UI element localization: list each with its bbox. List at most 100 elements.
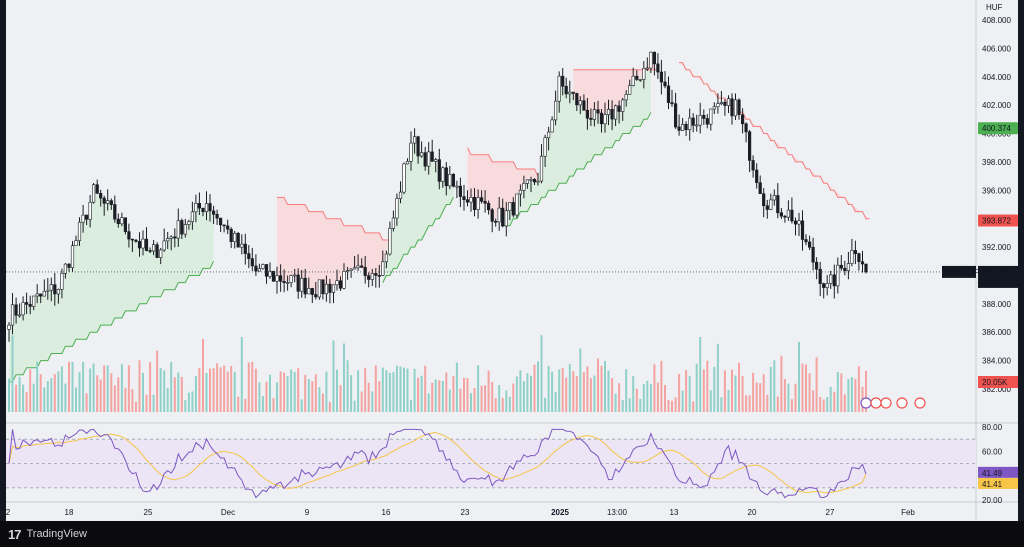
candle-body [585,109,589,119]
candle-body [381,261,385,276]
candle-body [846,263,850,271]
volume-bar [43,387,46,412]
volume-bar [618,383,621,412]
volume-bar [544,397,547,412]
candle-body [113,204,117,220]
candle-body [476,197,480,210]
volume-bar [459,388,462,412]
candle-body [74,240,78,247]
candle-body [345,270,350,273]
volume-bar [374,365,377,412]
volume-bar [226,371,229,412]
candle-body [462,196,466,201]
candle-body [159,249,163,258]
candle-body [398,191,403,199]
volume-bar [328,401,331,412]
volume-bar [653,364,656,412]
volume-bar [702,369,705,412]
volume-bar [57,371,60,412]
candle-body [28,304,32,307]
volume-bar [388,373,391,412]
candle-body [236,233,240,248]
candle-body [755,169,759,183]
volume-bar [487,370,490,412]
candle-body [264,264,269,277]
time-tick-label: 13:00 [607,508,628,517]
volume-bar [247,362,250,412]
volume-bar [470,393,472,412]
candle-body [134,239,138,242]
volume-bar [293,372,296,412]
candle-body [271,270,276,282]
volume-bar [434,379,437,412]
candle-body [716,103,720,108]
volume-bar [15,384,18,412]
footer-bar: 17 TradingView [0,521,1024,547]
candle-body [529,179,533,181]
candle-body [836,264,840,287]
brand[interactable]: 17 TradingView [8,527,87,542]
volume-bar [237,396,240,412]
candle-body [367,275,371,280]
rsi-tick-label: 60.00 [982,447,1003,456]
candle-body [250,258,254,267]
candle-body [342,270,346,289]
volume-bar [671,400,673,412]
event-icon [870,397,882,409]
volume-bar [318,387,321,412]
candle-body [758,182,762,194]
volume-bar [39,374,42,412]
candle-body [423,152,427,167]
candle-body [275,275,279,282]
price-tick-label: 406.000 [982,44,1011,53]
volume-bar [240,336,243,412]
candle-body [747,131,752,161]
supertrend-bull-line [382,197,454,283]
price-tick-label: 388.000 [982,300,1011,309]
volume-bar [149,362,152,412]
candle-body [853,250,857,254]
event-icon [896,397,908,409]
volume-bar [406,368,409,412]
candle-body [737,99,741,115]
candle-body [92,184,96,203]
volume-bar [505,390,508,412]
volume-bar [233,371,236,412]
rsi-line [8,428,867,499]
volume-bar [709,390,712,412]
candle-body [444,167,448,187]
candle-body [797,220,801,225]
volume-bar [258,382,261,412]
candle-body [335,280,339,286]
volume-bar [85,393,88,412]
volume-bar [678,374,681,412]
volume-bar [198,367,201,412]
candle-body [282,280,286,283]
candle-body [70,245,75,268]
upper-stop-value: 400.374 [982,124,1011,133]
price-tick-label: 382.000 [982,385,1011,394]
volume-bar [621,400,624,412]
volume-bar [801,363,804,412]
rsi-ma-value: 41.41 [982,480,1003,489]
candle-body [645,67,649,70]
candle-body [571,91,575,94]
candle-body [419,152,424,157]
time-tick-label: 16 [382,508,391,517]
candle-body [712,106,716,110]
candle-body [102,197,106,204]
candle-body [525,179,529,184]
candle-body [109,200,113,205]
volume-bar [427,393,430,412]
candle-body [141,238,145,249]
volume-bar [829,386,832,412]
price-tick-label: 408.000 [982,16,1011,25]
lower-stop-value: 393.872 [982,217,1011,226]
volume-bar [78,372,81,412]
candle-body [744,123,748,133]
candle-body [106,200,110,204]
volume-bar [748,395,751,412]
candle-body [582,100,586,111]
candle-body [490,209,494,222]
